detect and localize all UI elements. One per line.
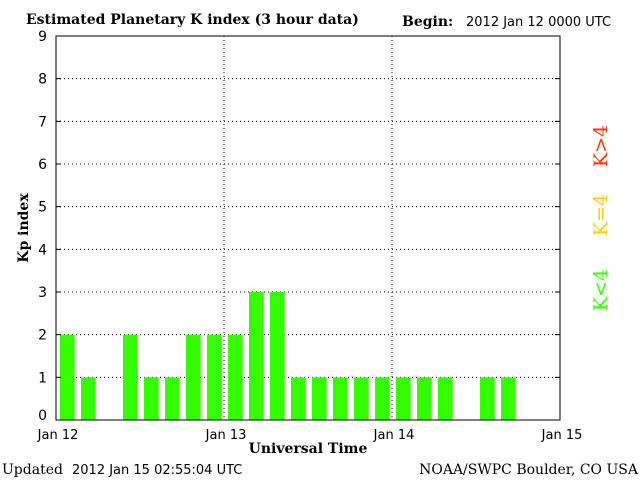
y-tick-labels: 0 1 2 3 4 5 6 7 8 9	[38, 29, 560, 424]
x-tick-label: Jan 14	[373, 428, 415, 443]
legend-k-greater-4: K>4	[590, 125, 612, 167]
y-tick-label: 7	[38, 114, 47, 130]
kp-bar	[207, 334, 222, 420]
legend-k-less-4: K<4	[590, 269, 612, 311]
kp-bars	[60, 292, 516, 420]
x-tick-label: Jan 13	[205, 428, 247, 443]
y-tick-label: 6	[38, 157, 47, 173]
updated-value: 2012 Jan 15 02:55:04 UTC	[72, 463, 242, 478]
kp-bar	[144, 377, 159, 420]
x-axis-label: Universal Time	[249, 441, 368, 457]
x-tick-labels: Jan 12 Jan 13 Jan 14 Jan 15	[37, 428, 583, 443]
kp-bar	[417, 377, 432, 420]
kp-bar	[438, 377, 453, 420]
source-credit: NOAA/SWPC Boulder, CO USA	[419, 462, 639, 478]
y-tick-label: 2	[38, 328, 47, 344]
y-tick-label: 1	[38, 370, 47, 386]
kp-bar	[60, 334, 75, 420]
kp-bar	[291, 377, 306, 420]
grid-lines	[56, 36, 560, 420]
plot-frame	[55, 35, 561, 421]
k-legend: K>4 K=4 K<4	[590, 125, 612, 311]
y-tick-label: 9	[38, 29, 47, 45]
kp-bar	[396, 377, 411, 420]
y-tick-label: 8	[38, 72, 47, 88]
kp-bar	[249, 292, 264, 420]
y-tick-label: 4	[38, 242, 47, 258]
x-tick-label: Jan 12	[37, 428, 79, 443]
y-tick-label: 0	[38, 408, 47, 424]
kp-bar	[480, 377, 495, 420]
kp-bar	[165, 377, 180, 420]
y-axis-label: Kp index	[16, 193, 32, 263]
kp-bar	[186, 334, 201, 420]
kp-bar	[228, 334, 243, 420]
kp-bar	[333, 377, 348, 420]
y-tick-label: 5	[38, 200, 47, 216]
begin-value: 2012 Jan 12 0000 UTC	[466, 15, 611, 30]
kp-bar	[354, 377, 369, 420]
kp-bar	[270, 292, 285, 420]
updated-label: Updated	[2, 462, 63, 478]
kp-bar	[123, 334, 138, 420]
kp-bar	[375, 377, 390, 420]
chart-title: Estimated Planetary K index (3 hour data…	[26, 12, 359, 28]
x-tick-label: Jan 15	[541, 428, 583, 443]
y-tick-label: 3	[38, 285, 47, 301]
legend-k-equal-4: K=4	[590, 194, 612, 236]
kp-bar	[312, 377, 327, 420]
begin-label: Begin:	[402, 14, 453, 30]
kp-bar	[501, 377, 516, 420]
kp-bar	[81, 377, 96, 420]
